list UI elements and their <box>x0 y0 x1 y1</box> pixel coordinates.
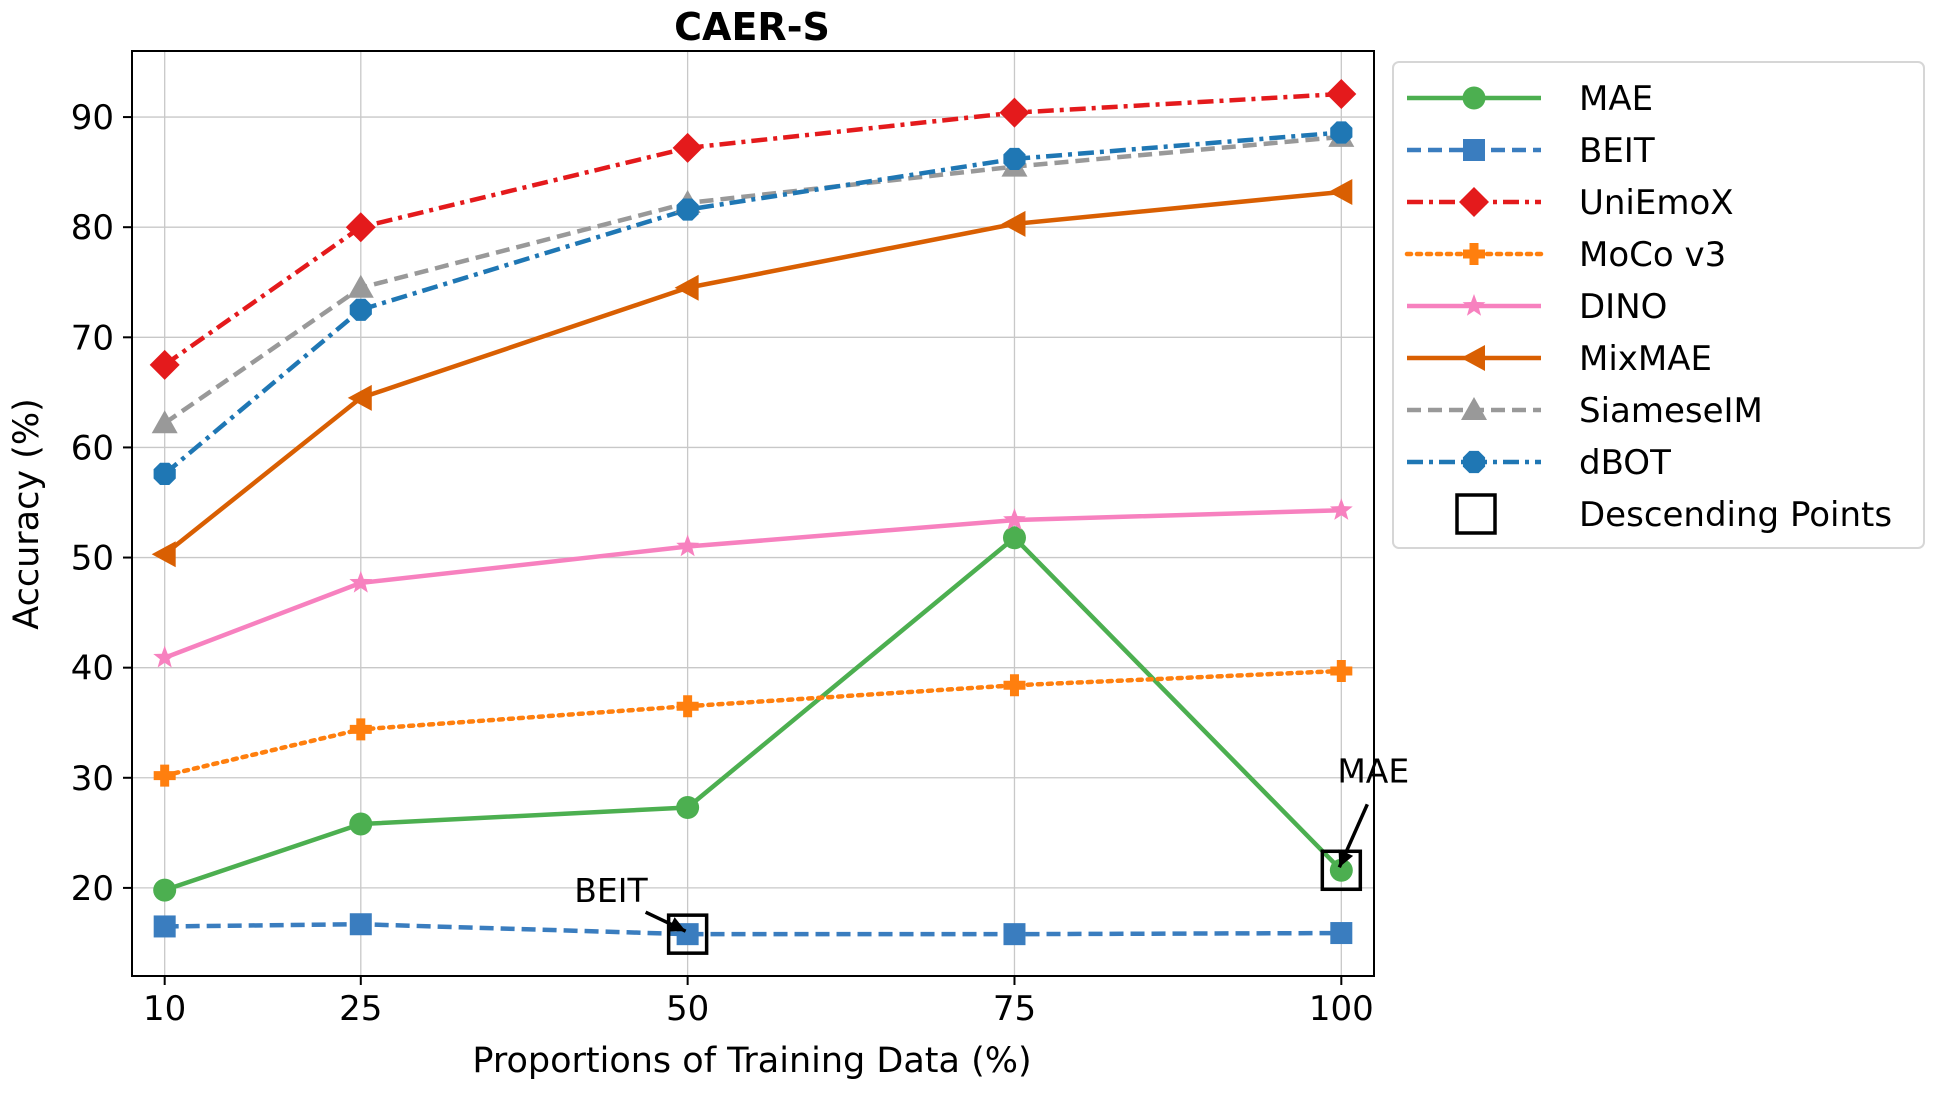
data-point-mixmae <box>1328 178 1353 205</box>
series-line-beit <box>164 921 1342 937</box>
x-tick-label: 10 <box>143 989 186 1029</box>
y-tick-label: 70 <box>71 318 114 358</box>
data-point-beit <box>153 915 176 938</box>
annotation-arrowhead-beit <box>667 917 686 932</box>
y-tick-label: 80 <box>71 208 114 248</box>
x-tick-label: 25 <box>339 989 382 1029</box>
legend-label-mixmae: MixMAE <box>1579 339 1712 379</box>
data-point-dino <box>1003 508 1026 530</box>
x-tick-label: 100 <box>1309 989 1374 1029</box>
data-point-dbot <box>1003 147 1026 171</box>
data-point-mae <box>349 812 373 836</box>
legend-marker-moco-v3 <box>1463 243 1485 265</box>
data-point-uniemox <box>345 212 376 243</box>
data-point-mae <box>1329 858 1353 882</box>
legend-label-descending-points: Descending Points <box>1579 495 1892 535</box>
data-point-beit <box>1003 923 1026 946</box>
legend-label-uniemox: UniEmoX <box>1579 183 1734 223</box>
data-point-mixmae <box>674 274 699 301</box>
data-point-dbot <box>1330 121 1353 144</box>
data-point-siameseim <box>347 274 374 298</box>
y-tick-label: 20 <box>71 869 114 909</box>
legend-marker-descending-points <box>1455 493 1497 535</box>
legend-marker-siameseim <box>1461 397 1487 420</box>
data-point-moco-v3 <box>1330 659 1353 682</box>
data-point-beit <box>1330 922 1353 945</box>
legend-marker-mae <box>1462 86 1486 110</box>
series-line-dino <box>163 507 1342 660</box>
legend-label-mae: MAE <box>1579 79 1653 119</box>
chart-title: CAER-S <box>674 5 830 49</box>
series-lines <box>162 91 1344 937</box>
legend-marker-mixmae <box>1461 345 1485 371</box>
annotation-beit: BEIT <box>574 871 648 910</box>
data-point-mae <box>676 796 700 820</box>
data-point-dino <box>349 570 373 593</box>
data-point-siameseim <box>151 410 178 434</box>
series-markers <box>149 78 1357 946</box>
data-point-uniemox <box>149 349 180 380</box>
data-point-mae <box>1002 526 1026 550</box>
data-point-moco-v3 <box>349 718 372 741</box>
data-point-mixmae <box>151 541 176 568</box>
data-point-mae <box>153 878 177 902</box>
legend-label-beit: BEIT <box>1579 131 1655 171</box>
series-line-dbot <box>163 130 1342 476</box>
legend-marker-beit <box>1463 139 1485 161</box>
x-axis-title: Proportions of Training Data (%) <box>472 1041 1031 1081</box>
data-point-uniemox <box>1326 78 1357 109</box>
x-tick-label: 75 <box>993 989 1036 1029</box>
series-line-mixmae <box>163 189 1342 557</box>
y-tick-label: 50 <box>71 539 114 579</box>
data-point-dino <box>676 534 700 557</box>
legend-marker-uniemox <box>1459 187 1489 217</box>
legend-box <box>1392 61 1925 549</box>
data-point-mixmae <box>1001 210 1026 237</box>
legend-label-dbot: dBOT <box>1579 443 1671 483</box>
legend-label-moco-v3: MoCo v3 <box>1579 235 1726 275</box>
data-point-dbot <box>153 462 176 485</box>
legend: MAE BEIT UniEmoX MoCo v3 DINO MixMAE SiameseIM… <box>1392 61 1925 549</box>
series-line-siameseim <box>163 134 1342 426</box>
axis-ticks: 10 25 50 75 100 20 30 40 50 60 70 80 90 <box>71 98 1374 1029</box>
data-point-uniemox <box>672 132 703 163</box>
data-point-moco-v3 <box>1003 674 1026 697</box>
x-tick-label: 50 <box>666 989 709 1029</box>
legend-marker-dino <box>1462 294 1486 316</box>
data-point-mixmae <box>347 384 372 411</box>
annotation-arrowhead-mae <box>1338 849 1354 868</box>
y-tick-label: 60 <box>71 428 114 468</box>
y-axis-title: Accuracy (%) <box>7 398 47 629</box>
legend-marker-dbot <box>1462 450 1486 474</box>
data-point-dbot <box>676 198 699 221</box>
data-point-uniemox <box>999 97 1030 128</box>
descending-point-box <box>666 913 709 955</box>
y-tick-label: 30 <box>71 759 114 799</box>
legend-label-siameseim: SiameseIM <box>1579 391 1763 431</box>
y-tick-label: 40 <box>71 649 114 689</box>
data-point-beit <box>349 913 372 936</box>
legend-label-dino: DINO <box>1579 287 1667 327</box>
plot-frame <box>131 50 1375 977</box>
data-point-moco-v3 <box>153 764 176 787</box>
data-point-moco-v3 <box>676 695 699 718</box>
data-point-dino <box>1329 498 1353 520</box>
series-line-moco-v3 <box>162 668 1344 778</box>
data-point-dbot <box>349 298 372 321</box>
y-tick-label: 90 <box>71 98 114 138</box>
data-point-dino <box>153 645 177 668</box>
